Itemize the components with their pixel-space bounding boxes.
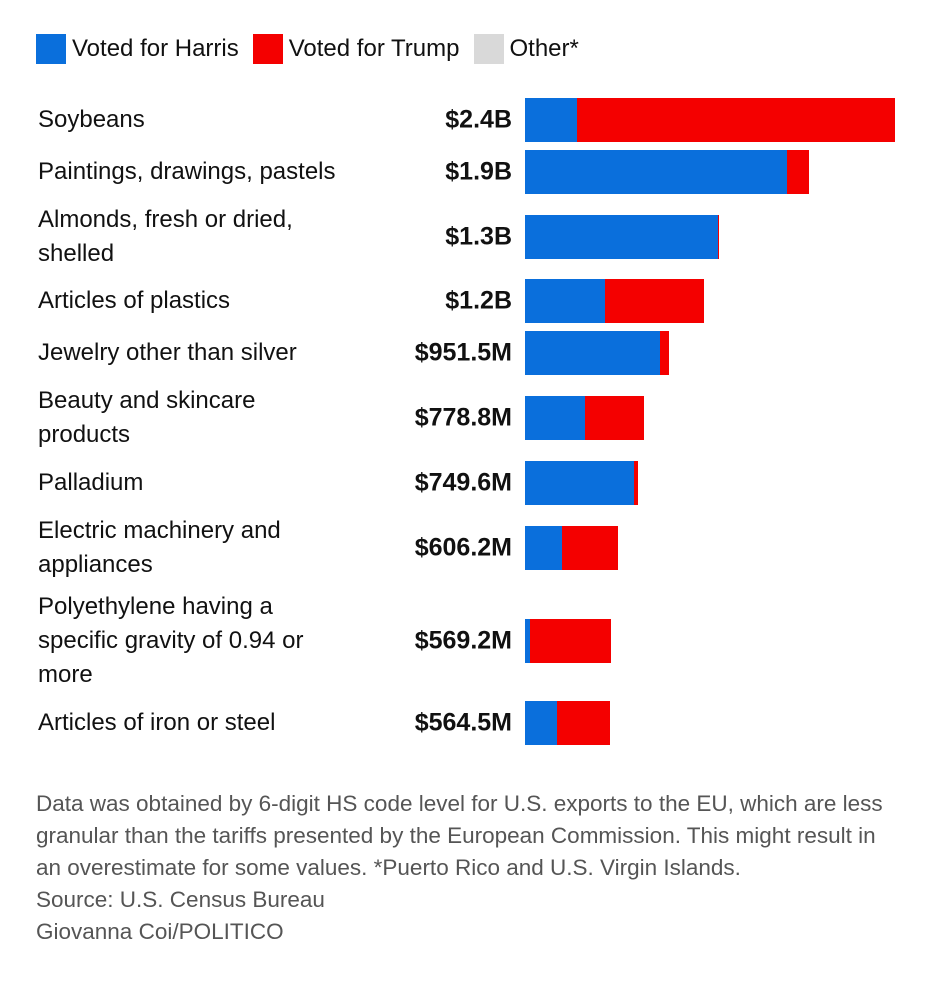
category-label: Soybeans xyxy=(38,106,145,133)
bar-segment xyxy=(525,619,530,663)
legend: Voted for Harris Voted for Trump Other* xyxy=(36,34,593,64)
category-label: Articles of iron or steel xyxy=(38,709,276,736)
bar-segment xyxy=(585,396,644,440)
total-label: $778.8M xyxy=(414,403,512,432)
legend-swatch xyxy=(473,34,504,64)
total-label: $1.3B xyxy=(445,222,512,251)
bar-segment xyxy=(525,331,660,375)
legend-label: Voted for Harris xyxy=(72,35,239,62)
category-label: Beauty and skincare products xyxy=(38,387,256,448)
note: Giovanna Coi/POLITICO xyxy=(36,919,284,944)
bar-segment xyxy=(605,279,704,323)
bar-segment xyxy=(525,526,562,570)
legend-label: Other* xyxy=(509,35,579,62)
bar-segment xyxy=(529,619,612,663)
bar-segment xyxy=(525,701,558,745)
bar-segment xyxy=(525,150,788,194)
notes: Data was obtained by 6-digit HS code lev… xyxy=(36,788,906,948)
total-label: $564.5M xyxy=(414,708,512,737)
bar-segment xyxy=(525,461,635,505)
bar-segment xyxy=(557,701,610,745)
category-label: Paintings, drawings, pastels xyxy=(38,158,336,185)
bar-segment xyxy=(525,279,606,323)
legend-item: Voted for Trump xyxy=(252,34,460,64)
legend-item: Other* xyxy=(473,34,579,64)
total-label: $1.9B xyxy=(445,157,512,186)
total-label: $606.2M xyxy=(414,533,512,562)
bar-segment xyxy=(717,215,720,259)
category-label: Electric machinery and appliances xyxy=(38,517,281,578)
bar-segment xyxy=(659,331,670,375)
total-label: $569.2M xyxy=(414,626,512,655)
total-label: $2.4B xyxy=(445,105,512,134)
legend-label: Voted for Trump xyxy=(288,35,460,62)
bar-segment xyxy=(525,215,718,259)
bar-segment xyxy=(562,526,618,570)
category-label: Almonds, fresh or dried, shelled xyxy=(38,206,293,267)
bar-segment xyxy=(525,396,586,440)
bar-segment xyxy=(577,98,895,142)
note: Data was obtained by 6-digit HS code lev… xyxy=(36,791,883,880)
category-label: Articles of plastics xyxy=(38,287,231,314)
bar-segment xyxy=(787,150,809,194)
bar-segment xyxy=(634,461,638,505)
bar-segment xyxy=(525,98,578,142)
note: Source: U.S. Census Bureau xyxy=(36,887,325,912)
category-label: Palladium xyxy=(38,469,144,496)
category-label: Polyethylene having a specific gravity o… xyxy=(38,593,304,688)
legend-swatch xyxy=(252,34,283,64)
total-label: $749.6M xyxy=(414,468,512,497)
category-label: Jewelry other than silver xyxy=(38,339,297,366)
total-label: $1.2B xyxy=(445,286,512,315)
legend-item: Voted for Harris xyxy=(36,34,239,64)
legend-swatch xyxy=(36,34,66,64)
total-label: $951.5M xyxy=(414,338,512,367)
